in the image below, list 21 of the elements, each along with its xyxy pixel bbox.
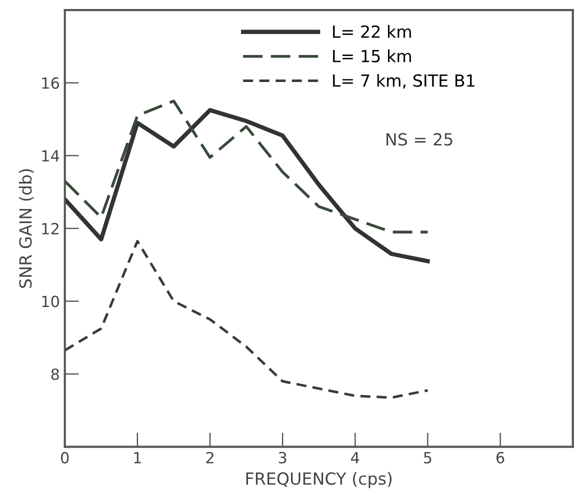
annotation: NS = 25 — [386, 133, 452, 146]
x-tick-label: 6 — [496, 452, 504, 464]
y-tick-label: 10 — [42, 296, 59, 308]
x-tick-label: 0 — [61, 452, 69, 464]
y-axis-title: SNR GAIN (db) — [18, 169, 34, 288]
legend-label: L= 15 km — [333, 50, 411, 62]
x-axis-title: FREQUENCY (cps) — [246, 472, 392, 488]
x-tick-label: 2 — [206, 452, 214, 464]
x-tick-label: 5 — [424, 452, 432, 464]
legend-label: L= 7 km, SITE B1 — [333, 74, 474, 89]
line-series — [64, 108, 430, 264]
x-tick-label: 1 — [134, 452, 141, 464]
x-tick-label: 3 — [278, 452, 286, 464]
y-tick-label: 16 — [42, 77, 60, 89]
y-tick-label: 8 — [51, 368, 59, 380]
legend-label: L= 22 km — [333, 25, 411, 38]
y-tick-label: 14 — [42, 150, 60, 162]
y-tick-label: 12 — [42, 222, 58, 234]
line-series — [64, 100, 430, 234]
line-series — [64, 240, 429, 399]
x-tick-label: 4 — [351, 452, 360, 464]
